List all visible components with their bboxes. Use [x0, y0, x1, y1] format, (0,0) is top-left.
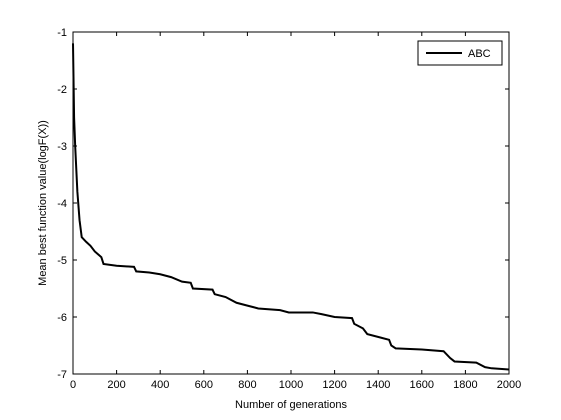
- y-tick-label: -4: [57, 198, 67, 210]
- x-tick-label: 800: [238, 379, 256, 391]
- y-tick-label: -1: [57, 27, 67, 39]
- x-tick-label: 400: [151, 379, 169, 391]
- x-tick-label: 200: [107, 379, 125, 391]
- x-tick-label: 0: [70, 379, 76, 391]
- x-tick-label: 1200: [322, 379, 346, 391]
- x-tick-label: 1000: [279, 379, 303, 391]
- x-axis-label: Number of generations: [235, 399, 347, 411]
- y-tick-label: -3: [57, 141, 67, 153]
- x-tick-label: 1600: [410, 379, 434, 391]
- y-axis-label: Mean best function value(logF(X)): [37, 120, 49, 286]
- legend-label: ABC: [468, 48, 491, 60]
- plot-area: [72, 31, 510, 375]
- x-tick-label: 1400: [366, 379, 390, 391]
- x-tick-label: 2000: [497, 379, 521, 391]
- x-tick-label: 600: [195, 379, 213, 391]
- line-series: [72, 43, 510, 371]
- x-tick-label: 1800: [453, 379, 477, 391]
- y-tick-label: -2: [57, 84, 67, 96]
- y-tick-label: -5: [57, 255, 67, 267]
- y-tick-label: -7: [57, 369, 67, 381]
- y-tick-label: -6: [57, 312, 67, 324]
